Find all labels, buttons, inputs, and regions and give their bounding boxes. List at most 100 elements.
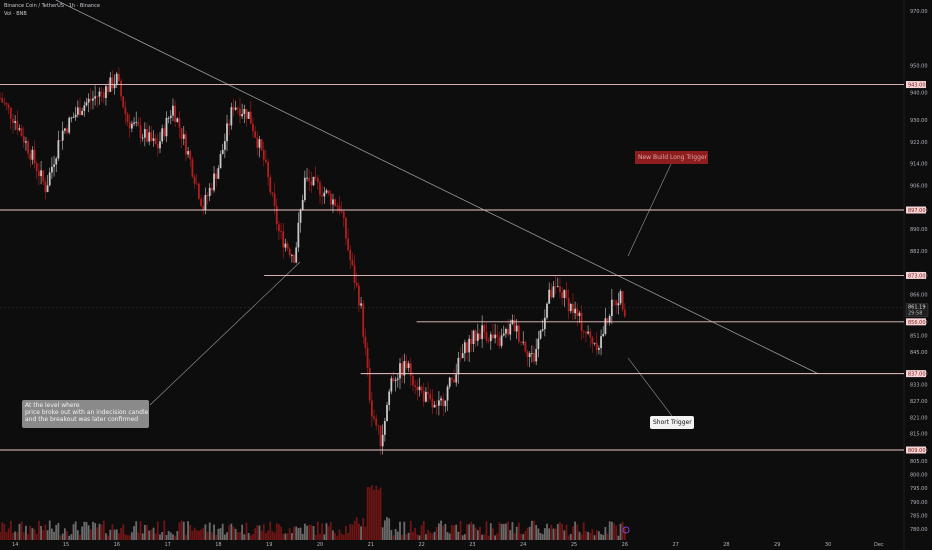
volume-bar [126,535,129,540]
volume-bar [200,529,202,540]
volume-bar [606,533,609,540]
volume-bar [7,528,10,540]
volume-bar [42,530,45,540]
volume-bar [556,523,559,540]
candle-body [442,398,445,407]
time-marker-icon[interactable] [622,526,630,534]
volume-bar [463,534,466,540]
volume-bar [431,533,434,540]
volume-bar [115,529,118,540]
candle-body [461,353,464,359]
volume-bar [22,532,25,540]
candle-body [195,183,198,185]
volume-bar [412,531,414,540]
candle-body [249,111,252,124]
volume-bar [511,522,514,540]
candle-body [388,391,391,405]
candle-body [72,117,75,118]
candle-body [89,98,92,101]
volume-bar [334,533,337,540]
y-tick-label: 890.00 [910,227,928,233]
volume-bar [608,521,611,540]
volume-bar [407,532,410,540]
candle-body [520,341,522,343]
candle-body [342,211,345,218]
candle-body [507,328,509,335]
volume-bar [325,523,328,540]
volume-bar [615,525,618,540]
candle-body [472,330,475,344]
candle-body [370,400,373,417]
volume-bar [269,521,272,540]
short-trigger-annotation[interactable]: Short Trigger [650,416,694,429]
candle-body [57,140,60,159]
volume-bar [321,523,324,540]
volume-bar [273,532,276,540]
candle-body [146,129,148,142]
volume-bar [70,534,73,540]
candle-body [44,181,47,193]
candle-body [61,130,64,141]
volume-bar [548,528,551,540]
volume-bar [239,531,241,540]
volume-bar [301,533,304,540]
volume-bar [617,535,620,540]
volume-bar [470,521,473,540]
candle-body [463,342,466,354]
volume-bar [405,534,408,540]
volume-bar [457,531,460,540]
candle-body [453,379,455,383]
volume-bar [256,525,259,540]
level-price-tag [906,318,926,326]
candle-body [269,177,272,193]
candle-body [20,128,23,137]
candle-body [425,391,427,402]
volume-bar [485,521,488,540]
candle-body [126,114,129,123]
y-tick-label: 790.00 [910,500,928,506]
volume-bar [128,535,131,540]
volume-bar [533,520,535,540]
candle-body [552,286,555,298]
candle-body [355,282,358,286]
volume-bar [191,530,194,540]
volume-bar [0,532,1,540]
candle-body [208,187,211,197]
candle-body [349,249,352,261]
volume-bar [444,523,447,540]
long-trigger-annotation[interactable]: New Build Long Trigger [635,151,708,164]
y-tick-label: 800.00 [910,473,928,479]
volume-bar [40,525,42,540]
volume-bar [87,525,90,540]
volume-bar [340,533,343,540]
descending-trendline[interactable] [55,0,819,374]
volume-bar [541,534,544,540]
volume-bar [409,520,412,540]
candle-body [615,300,618,306]
volume-bar [494,535,497,540]
candle-body [457,357,460,375]
candle-body [38,171,40,177]
volume-bar [198,530,200,540]
candle-body [319,182,321,195]
candle-body [589,331,592,338]
candle-body [530,352,533,354]
x-tick-label: 18 [215,542,221,548]
candle-body [546,303,548,318]
volume-bar [550,524,553,540]
volume-bar [66,531,68,540]
candle-body [479,333,481,340]
candle-body [338,206,341,211]
volume-bar [286,533,289,540]
volume-bar [509,530,512,540]
volume-bar [507,521,509,540]
candle-body [124,107,127,115]
volume-bar [96,527,99,540]
level-note-annotation[interactable]: At the level where price broke out with … [22,400,149,428]
candle-body [347,238,349,250]
candle-body [353,265,356,283]
candle-body [236,107,239,109]
volume-bar [5,532,8,540]
volume-bar [1,522,4,540]
